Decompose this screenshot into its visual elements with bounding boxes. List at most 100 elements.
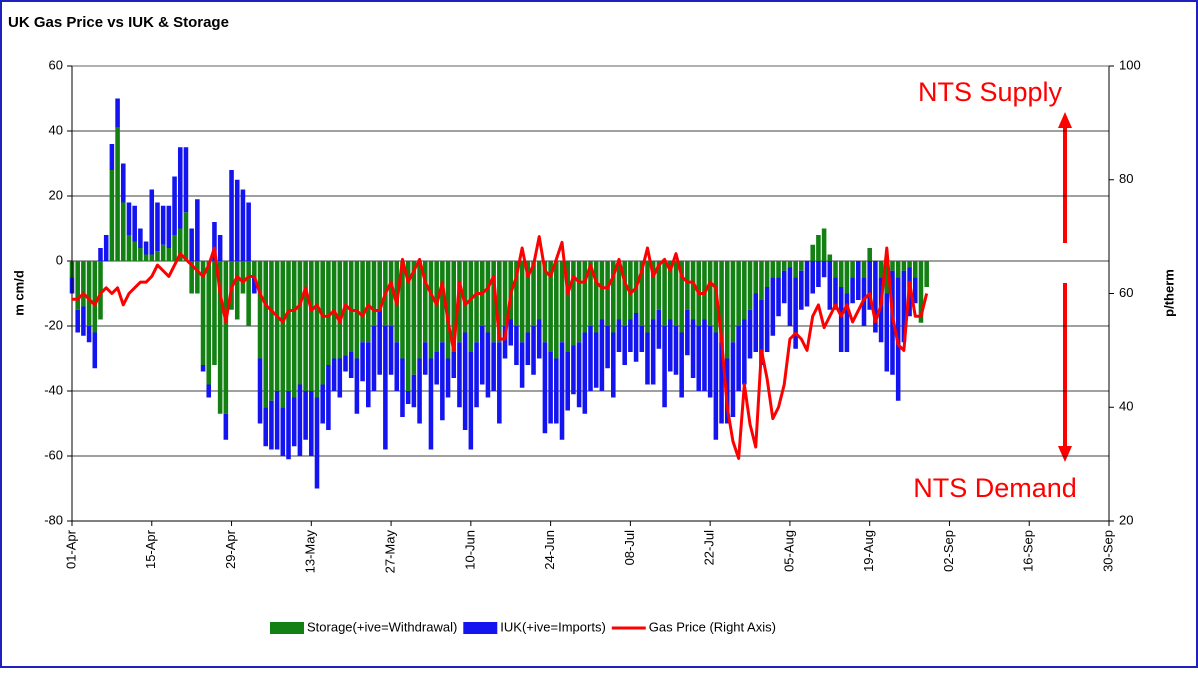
bar xyxy=(405,391,411,404)
bar xyxy=(707,326,713,398)
bar xyxy=(263,407,269,447)
bar xyxy=(656,261,662,310)
bar xyxy=(246,202,251,261)
bar xyxy=(212,261,217,365)
bar xyxy=(422,261,428,343)
bar xyxy=(742,319,747,385)
bar xyxy=(491,342,496,391)
bar xyxy=(212,222,217,261)
bar xyxy=(554,261,559,359)
bar xyxy=(132,241,137,261)
bar xyxy=(673,326,679,375)
bar xyxy=(229,170,234,261)
bar xyxy=(667,261,673,320)
bar xyxy=(240,261,246,294)
bar xyxy=(451,352,457,378)
bar xyxy=(183,212,189,261)
bar xyxy=(901,270,907,343)
bar xyxy=(371,261,377,326)
bar xyxy=(616,319,622,352)
bar xyxy=(582,332,588,414)
bar xyxy=(280,407,286,456)
bar xyxy=(605,326,610,369)
bar xyxy=(411,374,417,408)
bar xyxy=(764,287,770,352)
x-tick-label: 10-Jun xyxy=(462,530,477,570)
bar xyxy=(667,319,673,372)
bar xyxy=(702,319,707,391)
bar xyxy=(195,199,200,261)
price-line xyxy=(72,235,929,460)
bar xyxy=(696,326,702,391)
bar xyxy=(576,342,582,408)
bar xyxy=(878,277,884,343)
bar xyxy=(377,309,382,375)
bar xyxy=(468,261,474,352)
bar xyxy=(514,326,519,365)
bar xyxy=(571,345,576,395)
legend-label: IUK(+ive=Imports) xyxy=(500,619,605,634)
bar xyxy=(890,261,895,271)
bar xyxy=(650,261,656,320)
legend-label: Storage(+ive=Withdrawal) xyxy=(307,619,457,634)
bar xyxy=(428,358,434,450)
bar xyxy=(861,261,867,278)
bar xyxy=(269,400,274,450)
y-tick-label: 0 xyxy=(56,252,63,267)
bar xyxy=(719,261,724,343)
bar xyxy=(673,261,679,326)
x-tick-label: 29-Apr xyxy=(223,529,238,569)
bar xyxy=(821,228,827,261)
bar xyxy=(383,326,388,450)
bar xyxy=(411,261,417,375)
bar xyxy=(291,261,297,398)
bar xyxy=(337,261,343,359)
bar xyxy=(827,254,833,261)
bar xyxy=(781,261,787,271)
bar xyxy=(309,261,314,391)
y2-tick-label: 80 xyxy=(1119,171,1133,186)
bar xyxy=(724,261,730,359)
bar xyxy=(263,261,269,408)
bar xyxy=(348,261,354,352)
bar xyxy=(542,342,548,434)
bar xyxy=(576,261,582,343)
bar xyxy=(400,358,405,417)
bar xyxy=(143,241,149,255)
bar xyxy=(360,261,365,343)
bar xyxy=(200,365,206,372)
x-tick-label: 13-May xyxy=(303,530,318,574)
bar xyxy=(645,261,650,333)
bar xyxy=(172,235,177,261)
y-tick-label: -40 xyxy=(44,382,63,397)
bar xyxy=(622,261,627,326)
bar xyxy=(280,261,286,408)
bar xyxy=(474,342,479,408)
bar xyxy=(730,261,736,343)
supply-arrow xyxy=(1058,112,1072,243)
bar xyxy=(166,205,172,248)
bar xyxy=(776,277,781,317)
x-tick-label: 27-May xyxy=(383,530,398,574)
bar xyxy=(440,342,445,421)
bar xyxy=(816,261,821,287)
bar xyxy=(434,261,439,352)
x-tick-label: 01-Apr xyxy=(63,529,78,569)
bar xyxy=(286,261,291,391)
bar xyxy=(286,391,291,460)
bar xyxy=(588,261,593,326)
bar xyxy=(405,261,411,391)
bar xyxy=(417,261,422,359)
bar xyxy=(497,261,502,343)
bar xyxy=(633,313,639,362)
bar xyxy=(422,342,428,375)
bar xyxy=(536,319,542,359)
bar xyxy=(719,342,724,424)
demand-arrow xyxy=(1058,283,1072,462)
bar xyxy=(536,261,542,320)
bar xyxy=(508,319,514,346)
bar xyxy=(457,261,462,343)
bar xyxy=(366,261,371,343)
bar xyxy=(525,261,531,333)
bar xyxy=(593,261,599,333)
